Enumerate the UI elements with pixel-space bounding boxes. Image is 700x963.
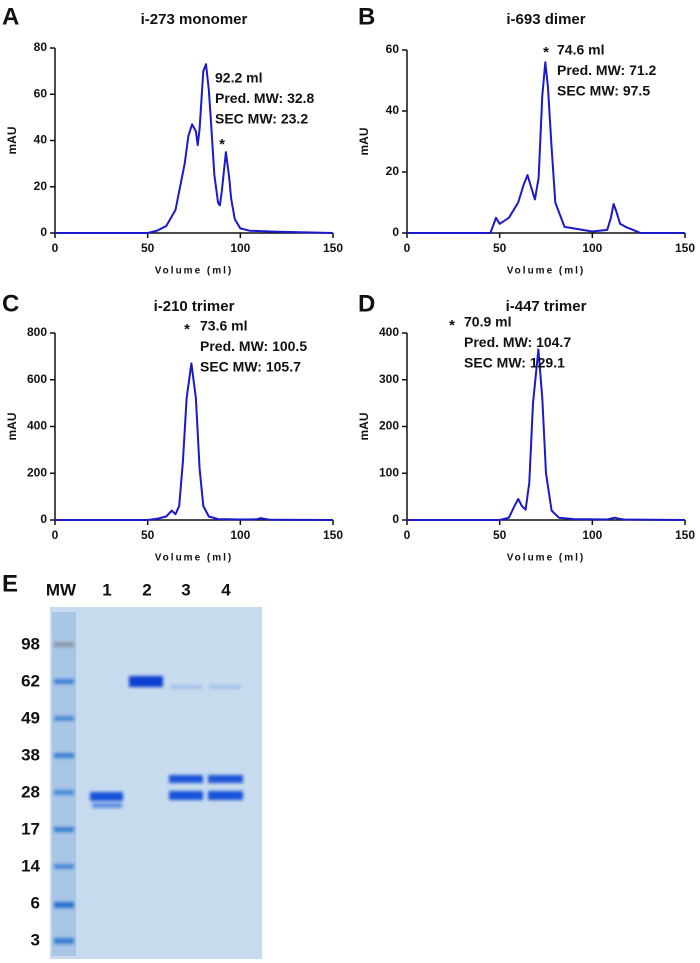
x-tick-label: 150: [323, 528, 343, 542]
trace: [55, 362, 334, 521]
x-tick-label: 0: [404, 241, 411, 255]
annotation: SEC MW: 105.7: [200, 359, 301, 375]
y-tick-label: 20: [34, 179, 48, 193]
x-tick-label: 50: [493, 241, 507, 255]
y-axis-label: mAU: [357, 127, 371, 155]
annotation: SEC MW: 23.2: [215, 111, 308, 127]
mw-marker-label: 14: [21, 856, 40, 875]
x-tick-label: 150: [675, 528, 695, 542]
annotation: 92.2 ml: [215, 70, 262, 86]
chart-title: i-210 trimer: [154, 298, 235, 315]
mw-marker-label: 49: [21, 708, 40, 727]
x-tick-label: 0: [52, 241, 59, 255]
y-tick-label: 60: [34, 86, 48, 100]
annotation: Pred. MW: 32.8: [215, 90, 315, 106]
x-axis-label: Volume (ml): [507, 266, 585, 277]
trace: [407, 61, 685, 234]
x-tick-label: 150: [323, 241, 343, 255]
annotation: Pred. MW: 100.5: [200, 338, 307, 354]
x-tick-label: 100: [582, 241, 602, 255]
y-tick-label: 400: [379, 325, 399, 339]
y-tick-label: 40: [386, 103, 400, 117]
mw-marker-label: 3: [31, 930, 40, 949]
peak-marker: *: [219, 136, 225, 153]
x-axis-label: Volume (ml): [155, 266, 233, 277]
panel-letter: A: [2, 3, 19, 30]
peak-marker: *: [543, 44, 549, 61]
y-tick-label: 0: [392, 512, 399, 526]
y-tick-label: 300: [379, 372, 399, 386]
y-tick-label: 600: [27, 372, 47, 386]
y-tick-label: 0: [392, 225, 399, 239]
trace: [407, 348, 686, 521]
x-axis-label: Volume (ml): [155, 553, 233, 564]
panel-letter: E: [2, 570, 18, 597]
lane-label: MW: [46, 580, 77, 599]
lane-label: 4: [221, 580, 231, 599]
y-tick-label: 100: [379, 465, 399, 479]
trace: [55, 63, 334, 234]
ladder-lane: [52, 612, 76, 956]
peak-marker: *: [449, 317, 455, 334]
annotation: 74.6 ml: [557, 42, 604, 58]
y-tick-label: 200: [379, 419, 399, 433]
x-tick-label: 0: [404, 528, 411, 542]
chart-title: i-273 monomer: [141, 11, 248, 28]
panel-letter: D: [358, 290, 375, 317]
y-axis-label: mAU: [5, 412, 19, 440]
x-tick-label: 50: [141, 528, 155, 542]
annotation: Pred. MW: 71.2: [557, 62, 657, 78]
x-tick-label: 50: [493, 528, 507, 542]
mw-marker-label: 6: [31, 893, 40, 912]
mw-marker-label: 28: [21, 782, 40, 801]
x-tick-label: 150: [675, 241, 695, 255]
y-tick-label: 20: [386, 164, 400, 178]
x-tick-label: 0: [52, 528, 59, 542]
mw-marker-label: 62: [21, 671, 40, 690]
y-axis-label: mAU: [5, 126, 19, 154]
mw-marker-label: 98: [21, 634, 40, 653]
y-tick-label: 80: [34, 40, 48, 54]
chart-title: i-447 trimer: [506, 298, 587, 315]
y-tick-label: 0: [40, 225, 47, 239]
y-tick-label: 200: [27, 465, 47, 479]
panel-letter: B: [358, 3, 375, 30]
x-tick-label: 100: [582, 528, 602, 542]
lane-label: 2: [142, 580, 151, 599]
y-tick-label: 40: [34, 133, 48, 147]
peak-marker: *: [184, 321, 190, 338]
mw-marker-label: 17: [21, 819, 40, 838]
x-tick-label: 50: [141, 241, 155, 255]
annotation: 70.9 ml: [464, 314, 511, 330]
y-axis-label: mAU: [357, 412, 371, 440]
annotation: 73.6 ml: [200, 318, 247, 334]
panel-letter: C: [2, 290, 19, 317]
chart-title: i-693 dimer: [506, 11, 585, 28]
x-tick-label: 100: [230, 241, 250, 255]
lane-label: 3: [181, 580, 190, 599]
annotation: SEC MW: 97.5: [557, 83, 650, 99]
annotation: SEC MW: 129.1: [464, 355, 565, 371]
y-tick-label: 800: [27, 325, 47, 339]
x-tick-label: 100: [230, 528, 250, 542]
y-tick-label: 400: [27, 419, 47, 433]
x-axis-label: Volume (ml): [507, 553, 585, 564]
gel-bands: [54, 642, 243, 944]
annotation: Pred. MW: 104.7: [464, 334, 571, 350]
lane-label: 1: [102, 580, 111, 599]
y-tick-label: 60: [386, 42, 400, 56]
mw-marker-label: 38: [21, 745, 40, 764]
y-tick-label: 0: [40, 512, 47, 526]
